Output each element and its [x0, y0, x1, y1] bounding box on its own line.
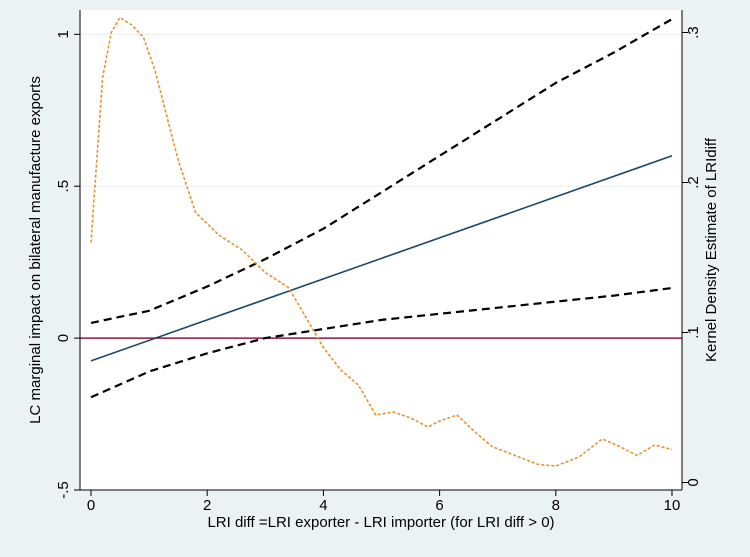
y2-tick-label-0: 0 [685, 478, 702, 486]
x-tick-label-5: 10 [664, 497, 681, 514]
y2-tick-label-2: .2 [685, 176, 702, 189]
kernel-density-line [90, 16, 673, 467]
series-lines [80, 16, 682, 467]
lower-ci-line [90, 286, 673, 399]
y-tick-label-3: 1 [55, 30, 72, 38]
y-tick-label-1: 0 [55, 334, 72, 342]
y-tick-label-2: .5 [55, 180, 72, 193]
y2-tick-label-1: .1 [685, 326, 702, 339]
x-tick-label-1: 2 [203, 497, 211, 514]
x-tick-label-2: 4 [319, 497, 327, 514]
y-axis-title: LC marginal impact on bilateral manufact… [27, 76, 44, 424]
marginal-effect-line [90, 155, 673, 362]
x-tick-label-3: 6 [435, 497, 443, 514]
x-axis-title: LRI diff =LRI exporter - LRI importer (f… [207, 514, 554, 531]
y2-axis-title: Kernel Density Estimate of LRIdiff [703, 137, 720, 362]
y2-tick-label-3: .3 [685, 26, 702, 39]
x-tick-label-0: 0 [87, 497, 95, 514]
plot-area [80, 10, 682, 490]
x-tick-label-4: 8 [552, 497, 560, 514]
y-tick-label-0: -.5 [55, 481, 72, 499]
tick-marks: 0 2 4 6 8 10-.50.510.1.2.3 [55, 26, 702, 514]
upper-ci-line [90, 18, 673, 324]
axes [79, 10, 683, 491]
